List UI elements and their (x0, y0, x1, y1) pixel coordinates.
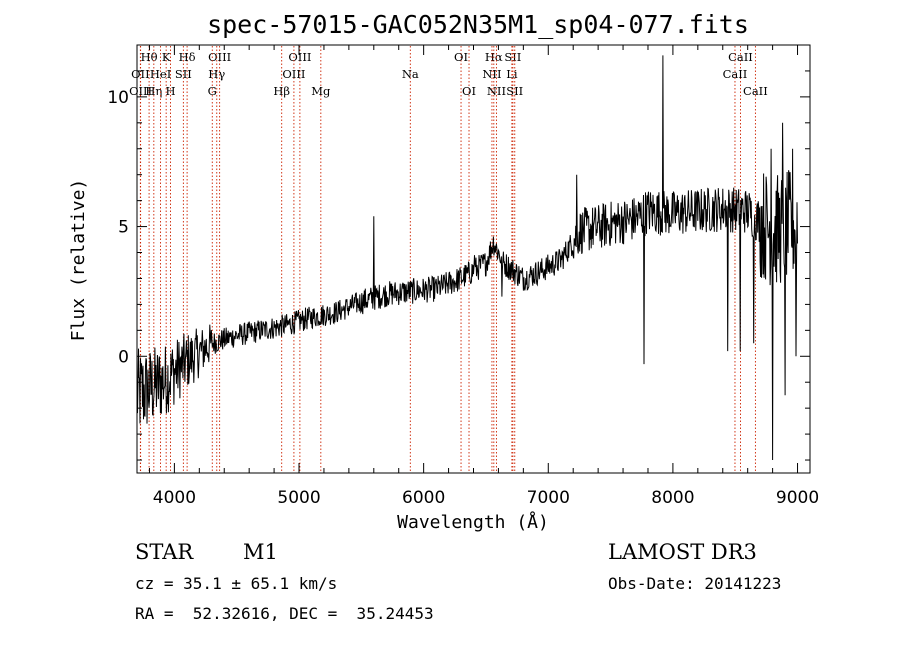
spectral-line-label-20: SII (504, 50, 521, 64)
spectral-line-label-7: SII (175, 67, 192, 81)
spectral-line-label-11: G (208, 84, 217, 98)
object-subclass: M1 (243, 540, 278, 564)
spectral-line-label-23: NII (487, 84, 506, 98)
axis-ticks: 4000 5000 6000 7000 8000 9000 0 5 10 (107, 45, 819, 508)
x-tick-label: 4000 (153, 488, 196, 508)
spectral-line-label-8: Hδ (179, 50, 196, 64)
plot-frame (136, 44, 811, 474)
spectral-line-label-24: SII (506, 84, 523, 98)
y-tick-label: 0 (118, 347, 129, 367)
x-tick-label: 6000 (402, 488, 445, 508)
radec-line: RA = 52.32616, DEC = 35.24453 (135, 604, 434, 623)
spectral-line-label-15: Mg (311, 84, 331, 98)
spectral-line-label-6: HeI (150, 67, 171, 81)
spectral-line-label-27: CaII (743, 84, 768, 98)
y-tick-label: 10 (107, 88, 129, 108)
x-tick-label: 8000 (651, 488, 694, 508)
object-class: STAR (135, 540, 194, 564)
spectral-line-label-25: CaII (728, 50, 753, 64)
spectral-line-label-4: Hη (145, 84, 162, 98)
spectral-line-label-13: OIII (282, 67, 305, 81)
x-tick-label: 9000 (776, 488, 819, 508)
spectral-line-label-2: OIII (129, 84, 152, 98)
spectral-line-label-18: OI (462, 84, 476, 98)
spectral-line-label-10: Hγ (208, 67, 225, 81)
spectrum-line (136, 55, 798, 461)
spectral-line-label-9: OIII (208, 50, 231, 64)
spectral-line-label-5: H (166, 84, 176, 98)
spectral-line-label-3: K (162, 50, 171, 64)
x-axis-label: Wavelength (Å) (397, 511, 549, 533)
spectral-line-label-16: Na (402, 67, 419, 81)
survey-name: LAMOST DR3 (608, 540, 757, 564)
spectrum-series (136, 55, 798, 461)
redshift-line: cz = 35.1 ± 65.1 km/s (135, 574, 338, 593)
spectral-line-label-22: Li (506, 67, 518, 81)
obs-date-line: Obs-Date: 20141223 (608, 574, 782, 593)
spectral-line-label-19: Hα (485, 50, 503, 64)
spectral-line-label-12: OIII (288, 50, 311, 64)
y-tick-label: 5 (118, 218, 129, 238)
spectral-line-label-14: Hβ (273, 84, 290, 98)
y-axis-label: Flux (relative) (68, 179, 89, 342)
x-tick-label: 7000 (527, 488, 570, 508)
spectral-line-label-17: OI (454, 50, 468, 64)
spectral-line-label-0: Hθ (141, 50, 158, 64)
spectral-line-label-26: CaII (723, 67, 748, 81)
x-tick-label: 5000 (277, 488, 320, 508)
spectral-line-label-21: NII (482, 67, 501, 81)
chart-title: spec-57015-GAC052N35M1_sp04-077.fits (207, 10, 749, 39)
